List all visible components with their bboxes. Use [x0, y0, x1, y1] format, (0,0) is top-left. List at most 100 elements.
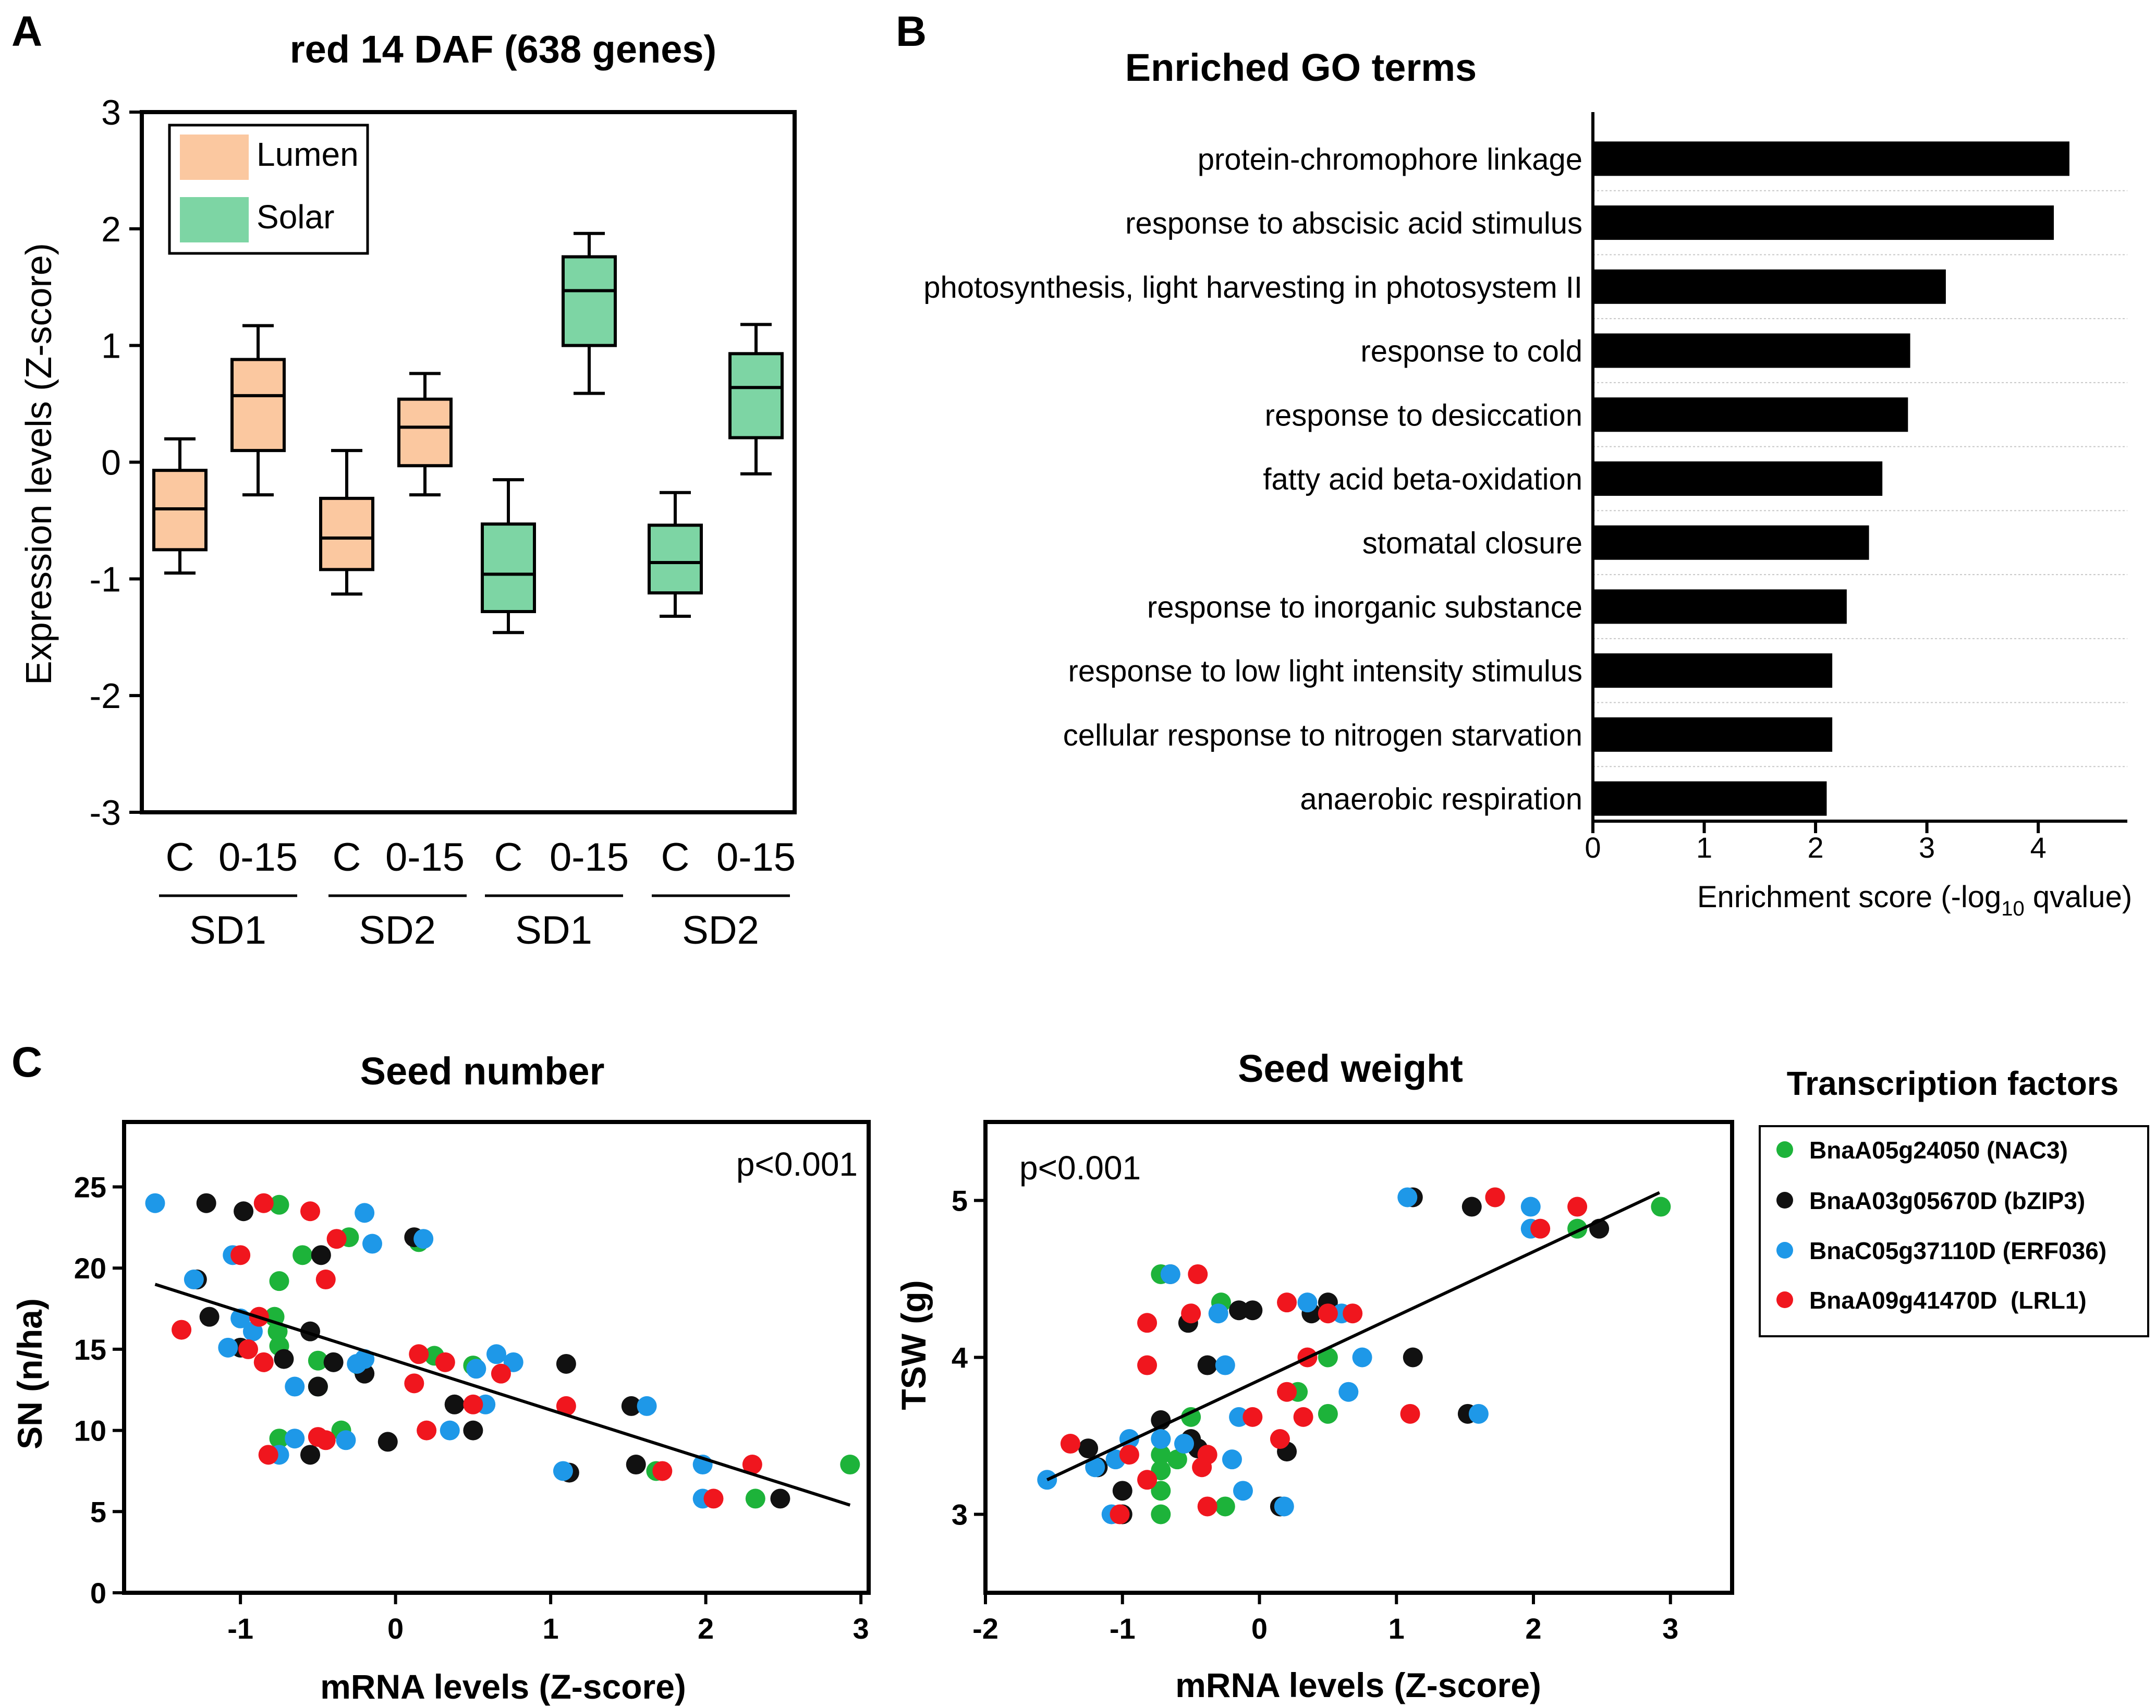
- panel-b-xlabel-tail: qvalue): [2025, 880, 2132, 914]
- legend-swatch-lumen: [180, 135, 249, 180]
- x-tick-label-2: 2: [1808, 831, 1824, 864]
- point-s3-15: [1192, 1457, 1212, 1478]
- legend-c-marker-lrl1: [1776, 1291, 1793, 1308]
- category-label-10: anaerobic respiration: [1300, 783, 1582, 816]
- legend-c-frame: [1759, 1125, 2149, 1337]
- x-tick-label-2: 1: [543, 1612, 559, 1645]
- point-s3-10: [1243, 1407, 1263, 1427]
- y-tick-label-1: 5: [90, 1495, 106, 1528]
- group-label-1: SD1: [189, 908, 266, 953]
- panel-a-y-ticks: 3 2 1 0 -1 -2 -3: [90, 93, 142, 833]
- point-s3-19: [1485, 1187, 1505, 1207]
- point-s2-17: [440, 1420, 460, 1441]
- category-label-9: cellular response to nitrogen starvation: [1063, 718, 1582, 752]
- x-tick-label-1: 1: [1696, 831, 1712, 864]
- point-s3-1: [300, 1201, 320, 1222]
- point-s2-16: [1274, 1496, 1294, 1517]
- point-s1-1: [234, 1201, 254, 1222]
- box-3: [319, 449, 374, 596]
- point-s0-13: [269, 1429, 289, 1449]
- bar-1: [1593, 205, 2054, 240]
- seed-number-xlabel: mRNA levels (Z-score): [320, 1667, 686, 1706]
- point-s0-5: [1318, 1404, 1338, 1424]
- y-tick-label-5: 25: [74, 1171, 106, 1204]
- point-s2-13: [466, 1359, 486, 1379]
- point-s1-18: [626, 1455, 646, 1475]
- category-label-4: response to desiccation: [1265, 398, 1582, 432]
- point-s3-19: [652, 1461, 673, 1481]
- seed-number-ylabel: SN (n/ha): [10, 1298, 49, 1449]
- point-s3-16: [258, 1445, 278, 1465]
- point-s3-20: [1567, 1197, 1588, 1217]
- point-s2-13: [1174, 1434, 1194, 1454]
- y-tick-label-3: 0: [101, 443, 121, 483]
- point-s2-2: [1297, 1292, 1318, 1313]
- point-s1-17: [300, 1445, 320, 1465]
- point-s1-13: [444, 1394, 465, 1414]
- panel-b-xlabel: Enrichment score (-log10 qvalue): [1697, 880, 2132, 920]
- point-s0-10: [1151, 1481, 1171, 1501]
- point-s1-9: [323, 1352, 344, 1372]
- point-s0-8: [308, 1350, 328, 1371]
- point-s2-5: [184, 1270, 204, 1290]
- box-label-7: C: [661, 835, 690, 880]
- point-s3-3: [230, 1245, 251, 1265]
- y-tick-label-4: -1: [90, 559, 121, 599]
- legend-c-label-bzip3: BnaA03g05670D (bZIP3): [1809, 1187, 2085, 1214]
- seed-weight-points: [1037, 1187, 1671, 1524]
- point-s2-14: [1222, 1449, 1242, 1470]
- point-s0-8: [1167, 1449, 1187, 1470]
- seed-weight-frame: [983, 1120, 1734, 1595]
- x-tick-label-3: 3: [1919, 831, 1935, 864]
- box-label-6: 0-15: [550, 835, 629, 880]
- point-s3-17: [1270, 1429, 1290, 1449]
- y-tick-label-5: -2: [90, 676, 121, 716]
- point-s2-19: [336, 1430, 356, 1450]
- legend-c-title: Transcription factors: [1787, 1065, 2119, 1102]
- legend-c-marker-erf036: [1776, 1242, 1793, 1259]
- legend-swatch-solar: [180, 197, 249, 242]
- x-tick-label-1: -1: [1110, 1612, 1136, 1645]
- transcription-factor-legend: Transcription factors BnaA05g24050 (NAC3…: [1759, 1065, 2149, 1337]
- point-s2-3: [413, 1229, 434, 1249]
- seed-number-title: Seed number: [360, 1050, 605, 1093]
- panel-a-x-labels: C 0-15 C 0-15 C 0-15 C 0-15 SD1 SD2 SD1 …: [159, 835, 796, 953]
- point-s2-8: [1151, 1429, 1171, 1449]
- point-s3-11: [1060, 1434, 1080, 1454]
- panel-b-title: Enriched GO terms: [1125, 46, 1477, 89]
- point-s2-11: [486, 1344, 506, 1364]
- y-tick-label-2: 10: [74, 1414, 106, 1447]
- panel-b-category-labels: protein-chromophore linkage response to a…: [923, 142, 1582, 816]
- x-tick-label-4: 2: [1525, 1612, 1541, 1645]
- point-s2-0: [1160, 1264, 1180, 1284]
- box-body: [481, 522, 536, 614]
- box-label-1: C: [166, 835, 194, 880]
- point-s1-15: [463, 1420, 483, 1441]
- point-s2-1: [355, 1203, 375, 1223]
- x-tick-label-2: 0: [1251, 1612, 1268, 1645]
- point-s1-14: [621, 1396, 641, 1416]
- point-s1-8: [274, 1349, 294, 1369]
- x-tick-label-4: 4: [2030, 831, 2047, 864]
- seed-number-pvalue: p<0.001: [736, 1145, 858, 1183]
- point-s0-16: [745, 1489, 765, 1509]
- point-s3-20: [703, 1489, 724, 1509]
- point-s3-18: [1110, 1504, 1130, 1524]
- point-s3-13: [463, 1394, 483, 1414]
- box-label-8: 0-15: [716, 835, 796, 880]
- point-s0-7: [1151, 1445, 1171, 1465]
- panel-b-xlabel-subscript: 10: [2001, 897, 2025, 920]
- box-7: [648, 491, 703, 618]
- point-s3-16: [1197, 1496, 1217, 1517]
- group-label-3: SD1: [515, 908, 592, 953]
- point-s3-8: [1277, 1382, 1297, 1402]
- box-2: [230, 324, 286, 497]
- box-body: [319, 496, 374, 571]
- point-s1-2: [1229, 1300, 1249, 1321]
- point-s2-4: [1215, 1355, 1235, 1375]
- panel-b-bars: [1593, 141, 2069, 816]
- point-s1-2: [311, 1245, 331, 1265]
- point-s3-6: [1137, 1355, 1158, 1375]
- category-label-1: response to abscisic acid stimulus: [1125, 206, 1582, 240]
